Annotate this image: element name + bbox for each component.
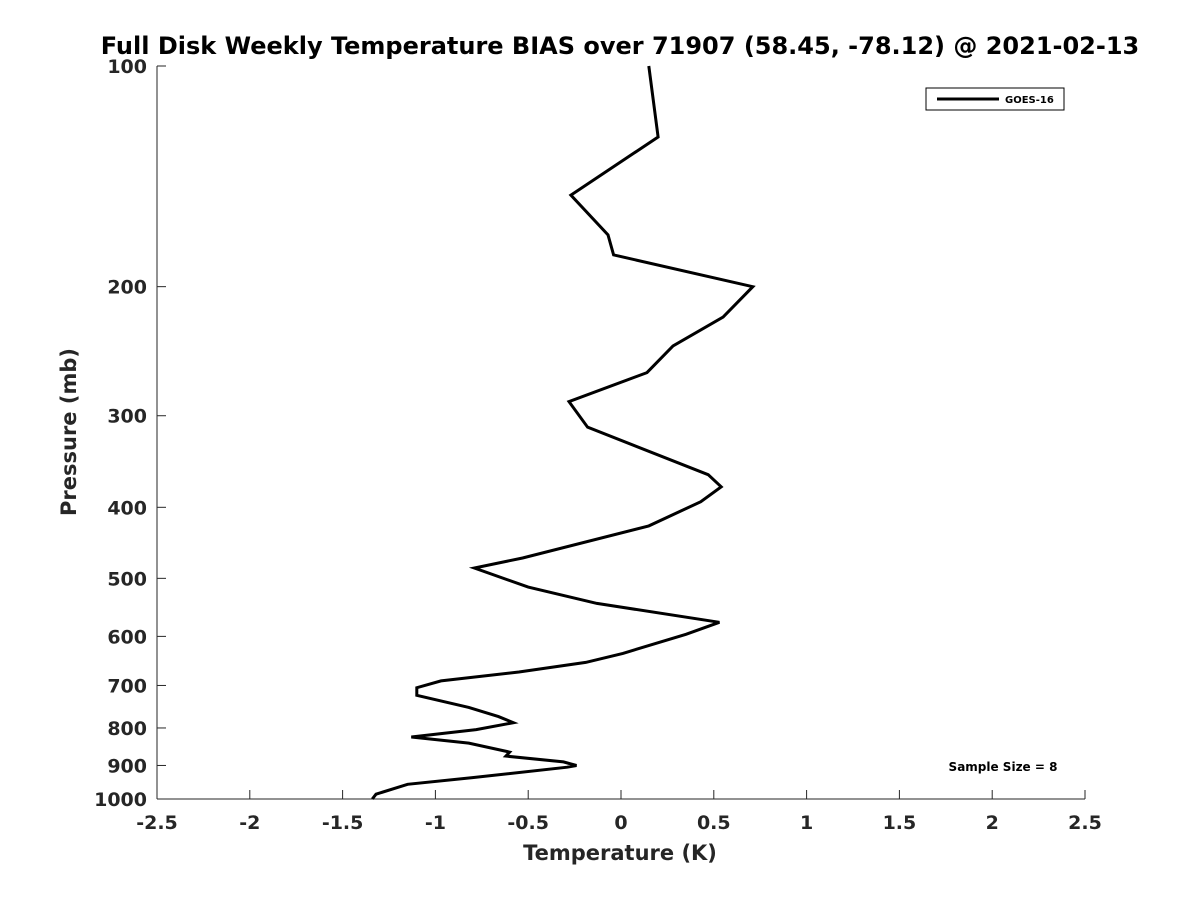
x-tick-label: -2.5 xyxy=(136,812,178,834)
y-axis: 100 200 300 400 500 600 700 800 900 1000 xyxy=(94,56,166,811)
x-tick-label: 2 xyxy=(986,812,999,834)
chart-title: Full Disk Weekly Temperature BIAS over 7… xyxy=(101,32,1140,60)
x-tick-label: 0.5 xyxy=(697,812,731,834)
x-tick-label: 0 xyxy=(614,812,627,834)
y-tick-label: 900 xyxy=(107,755,147,777)
x-tick-label: 1.5 xyxy=(883,812,917,834)
y-tick-label: 600 xyxy=(107,626,147,648)
y-tick-label: 400 xyxy=(107,497,147,519)
y-tick-label: 100 xyxy=(107,56,147,78)
x-tick-label: -1 xyxy=(425,812,446,834)
series-line-goes-16 xyxy=(371,65,756,800)
plot-area xyxy=(157,66,1085,799)
y-tick-label: 1000 xyxy=(94,789,147,811)
x-tick-label: 1 xyxy=(800,812,813,834)
x-axis-label: Temperature (K) xyxy=(523,841,717,865)
sample-size-annotation: Sample Size = 8 xyxy=(949,760,1058,774)
y-tick-label: 500 xyxy=(107,568,147,590)
x-tick-label: -2 xyxy=(239,812,260,834)
x-tick-label: -1.5 xyxy=(322,812,364,834)
y-axis-label: Pressure (mb) xyxy=(57,348,81,516)
y-tick-label: 700 xyxy=(107,675,147,697)
legend-label-goes-16: GOES-16 xyxy=(1005,95,1054,106)
y-tick-label: 300 xyxy=(107,406,147,428)
x-tick-label: -0.5 xyxy=(507,812,549,834)
x-tick-label: 2.5 xyxy=(1068,812,1102,834)
y-tick-label: 800 xyxy=(107,718,147,740)
x-axis: -2.5 -2 -1.5 -1 -0.5 0 0.5 1 1.5 2 2.5 xyxy=(136,790,1102,834)
y-tick-label: 200 xyxy=(107,277,147,299)
legend: GOES-16 xyxy=(925,87,1065,111)
series-layer xyxy=(371,65,756,800)
